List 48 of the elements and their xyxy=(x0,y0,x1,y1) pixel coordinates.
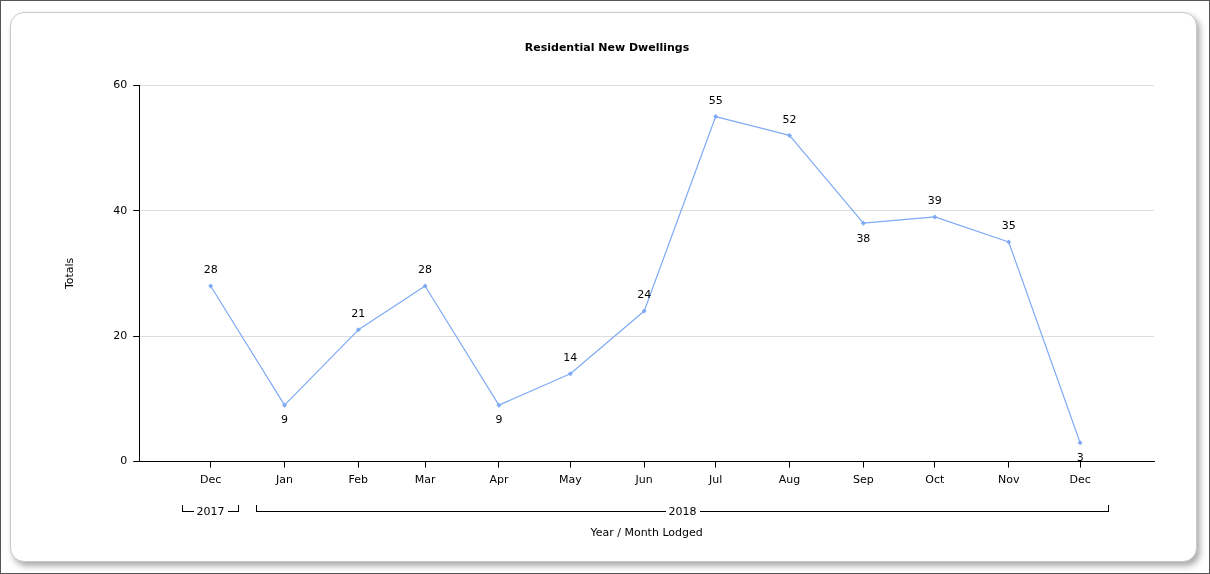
y-tick-label: 60 xyxy=(113,78,128,92)
x-tick-label: Apr xyxy=(489,473,509,487)
point xyxy=(422,283,428,289)
point xyxy=(208,283,214,289)
point xyxy=(787,132,793,138)
x-tick-label: Jun xyxy=(634,473,653,487)
point xyxy=(355,327,361,333)
point xyxy=(282,402,288,408)
x-tick-label: Jul xyxy=(708,473,723,487)
chart-title: Residential New Dwellings xyxy=(524,41,690,55)
y-tick-label: 20 xyxy=(113,328,128,342)
text: 2017 xyxy=(193,504,228,519)
text: 2018 xyxy=(665,504,700,519)
data-label: 24 xyxy=(637,288,652,302)
data-label: 38 xyxy=(856,231,871,245)
point xyxy=(496,402,502,408)
x-tick-label: Sep xyxy=(853,473,874,487)
data-label: 3 xyxy=(1076,451,1084,465)
y-tick-label: 40 xyxy=(113,203,128,217)
point xyxy=(641,308,647,314)
data-label: 35 xyxy=(1001,219,1016,233)
data-label: 39 xyxy=(927,194,942,208)
point xyxy=(932,214,938,220)
x-tick-label: Aug xyxy=(778,473,801,487)
x-tick-label: Jan xyxy=(275,473,294,487)
x-tick-label: Nov xyxy=(997,473,1020,487)
x-tick-label: Oct xyxy=(925,473,946,487)
x-tick-label: Feb xyxy=(348,473,369,487)
point xyxy=(1006,239,1012,245)
data-label: 9 xyxy=(495,413,503,427)
x-axis-title: Year / Month Lodged xyxy=(589,526,703,540)
data-label: 52 xyxy=(782,112,797,126)
data-label: 28 xyxy=(203,263,218,277)
point xyxy=(567,371,573,377)
data-label: 14 xyxy=(563,351,578,365)
point xyxy=(860,220,866,226)
x-tick-label: May xyxy=(558,473,583,487)
x-tick-label: Mar xyxy=(414,473,436,487)
x-tick-label: Dec xyxy=(1069,473,1091,487)
y-tick-label: 0 xyxy=(120,454,128,468)
point xyxy=(713,114,719,120)
data-label: 21 xyxy=(351,307,366,321)
data-label: 28 xyxy=(418,263,433,277)
y-axis-title: Totals xyxy=(63,257,77,291)
data-label: 55 xyxy=(708,93,723,107)
point xyxy=(1077,440,1083,446)
data-label: 9 xyxy=(281,413,289,427)
x-tick-label: Dec xyxy=(200,473,222,487)
